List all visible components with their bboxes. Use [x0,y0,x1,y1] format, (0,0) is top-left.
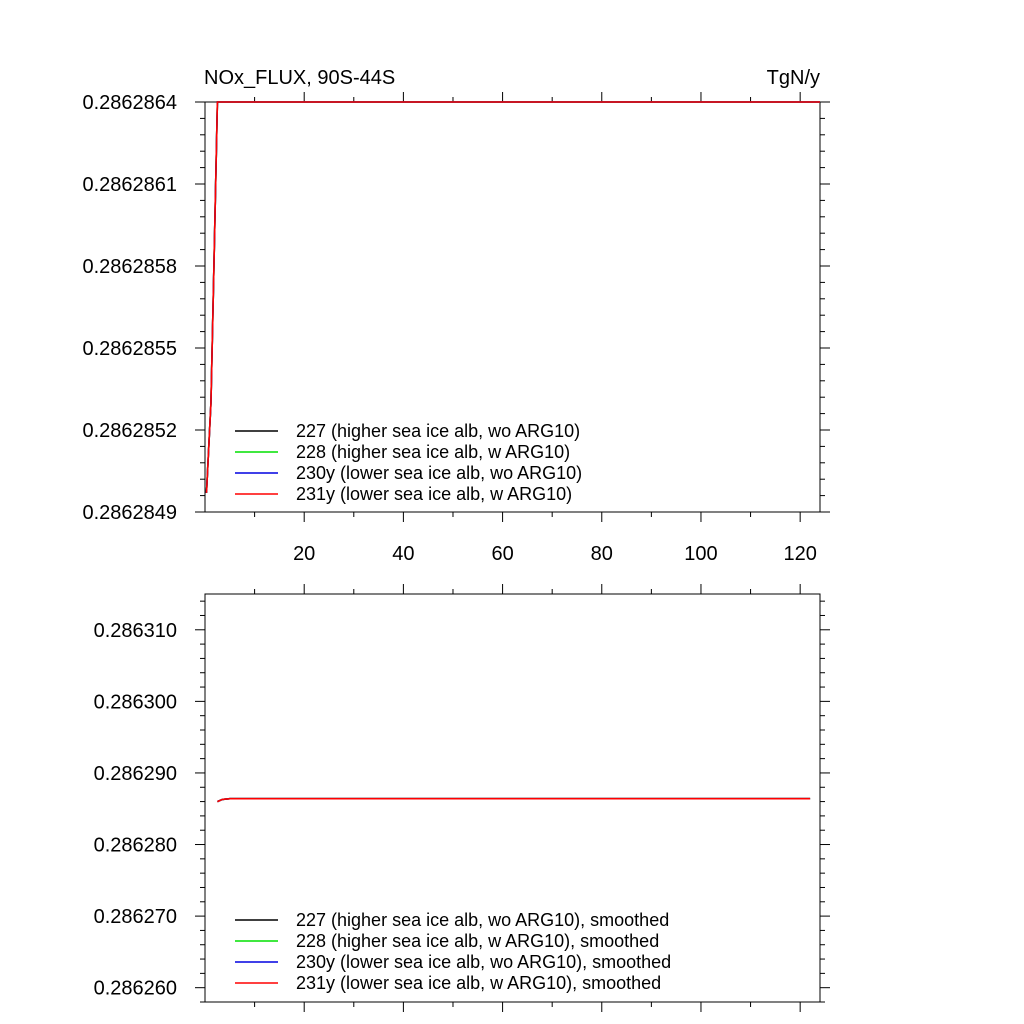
top-panel: 20 40 60 80 100 120 0.2862849 0.2862852 0.286285… [82,92,830,565]
legend-label: 227 (higher sea ice alb, wo ARG10) [296,421,580,441]
plot-frame [204,593,821,1003]
y-tick-label: 0.286270 [94,906,177,928]
y-tick-label: 0.286280 [94,835,177,857]
legend-label: 228 (higher sea ice alb, w ARG10) [296,442,570,462]
legend-label: 228 (higher sea ice alb, w ARG10), smoot… [296,931,659,951]
x-tick-label: 120 [783,543,816,565]
x-tick-label: 40 [392,543,414,565]
legend-label: 230y (lower sea ice alb, wo ARG10), smoo… [296,952,671,972]
y-tick-label: 0.2862852 [82,420,177,442]
y-tick-label: 0.2862864 [82,92,177,114]
x-tick-label: 20 [293,543,315,565]
x-tick-label: 60 [491,543,513,565]
legend-label: 231y (lower sea ice alb, w ARG10), smoot… [296,973,661,993]
legend-label: 230y (lower sea ice alb, wo ARG10) [296,463,582,483]
chart-title: NOx_FLUX, 90S-44S [204,67,395,89]
y-tick-label: 0.286310 [94,620,177,642]
y-tick-label: 0.286260 [94,978,177,1000]
legend-label: 231y (lower sea ice alb, w ARG10) [296,484,572,504]
series-line [205,101,820,493]
legend-label: 227 (higher sea ice alb, wo ARG10), smoo… [296,910,669,930]
y-tick-label: 0.2862855 [82,338,177,360]
y-tick-label: 0.2862861 [82,174,177,196]
y-tick-label: 0.286290 [94,763,177,785]
y-tick-label: 0.2862858 [82,256,177,278]
y-tick-label: 0.2862849 [82,502,177,524]
x-tick-label: 80 [591,543,613,565]
y-tick-label: 0.286300 [94,691,177,713]
series-line [217,797,811,803]
x-tick-label: 100 [684,543,717,565]
bottom-panel: 0.286260 0.286270 0.286280 0.286290 0.286300… [94,584,830,1012]
chart-units: TgN/y [767,67,820,89]
